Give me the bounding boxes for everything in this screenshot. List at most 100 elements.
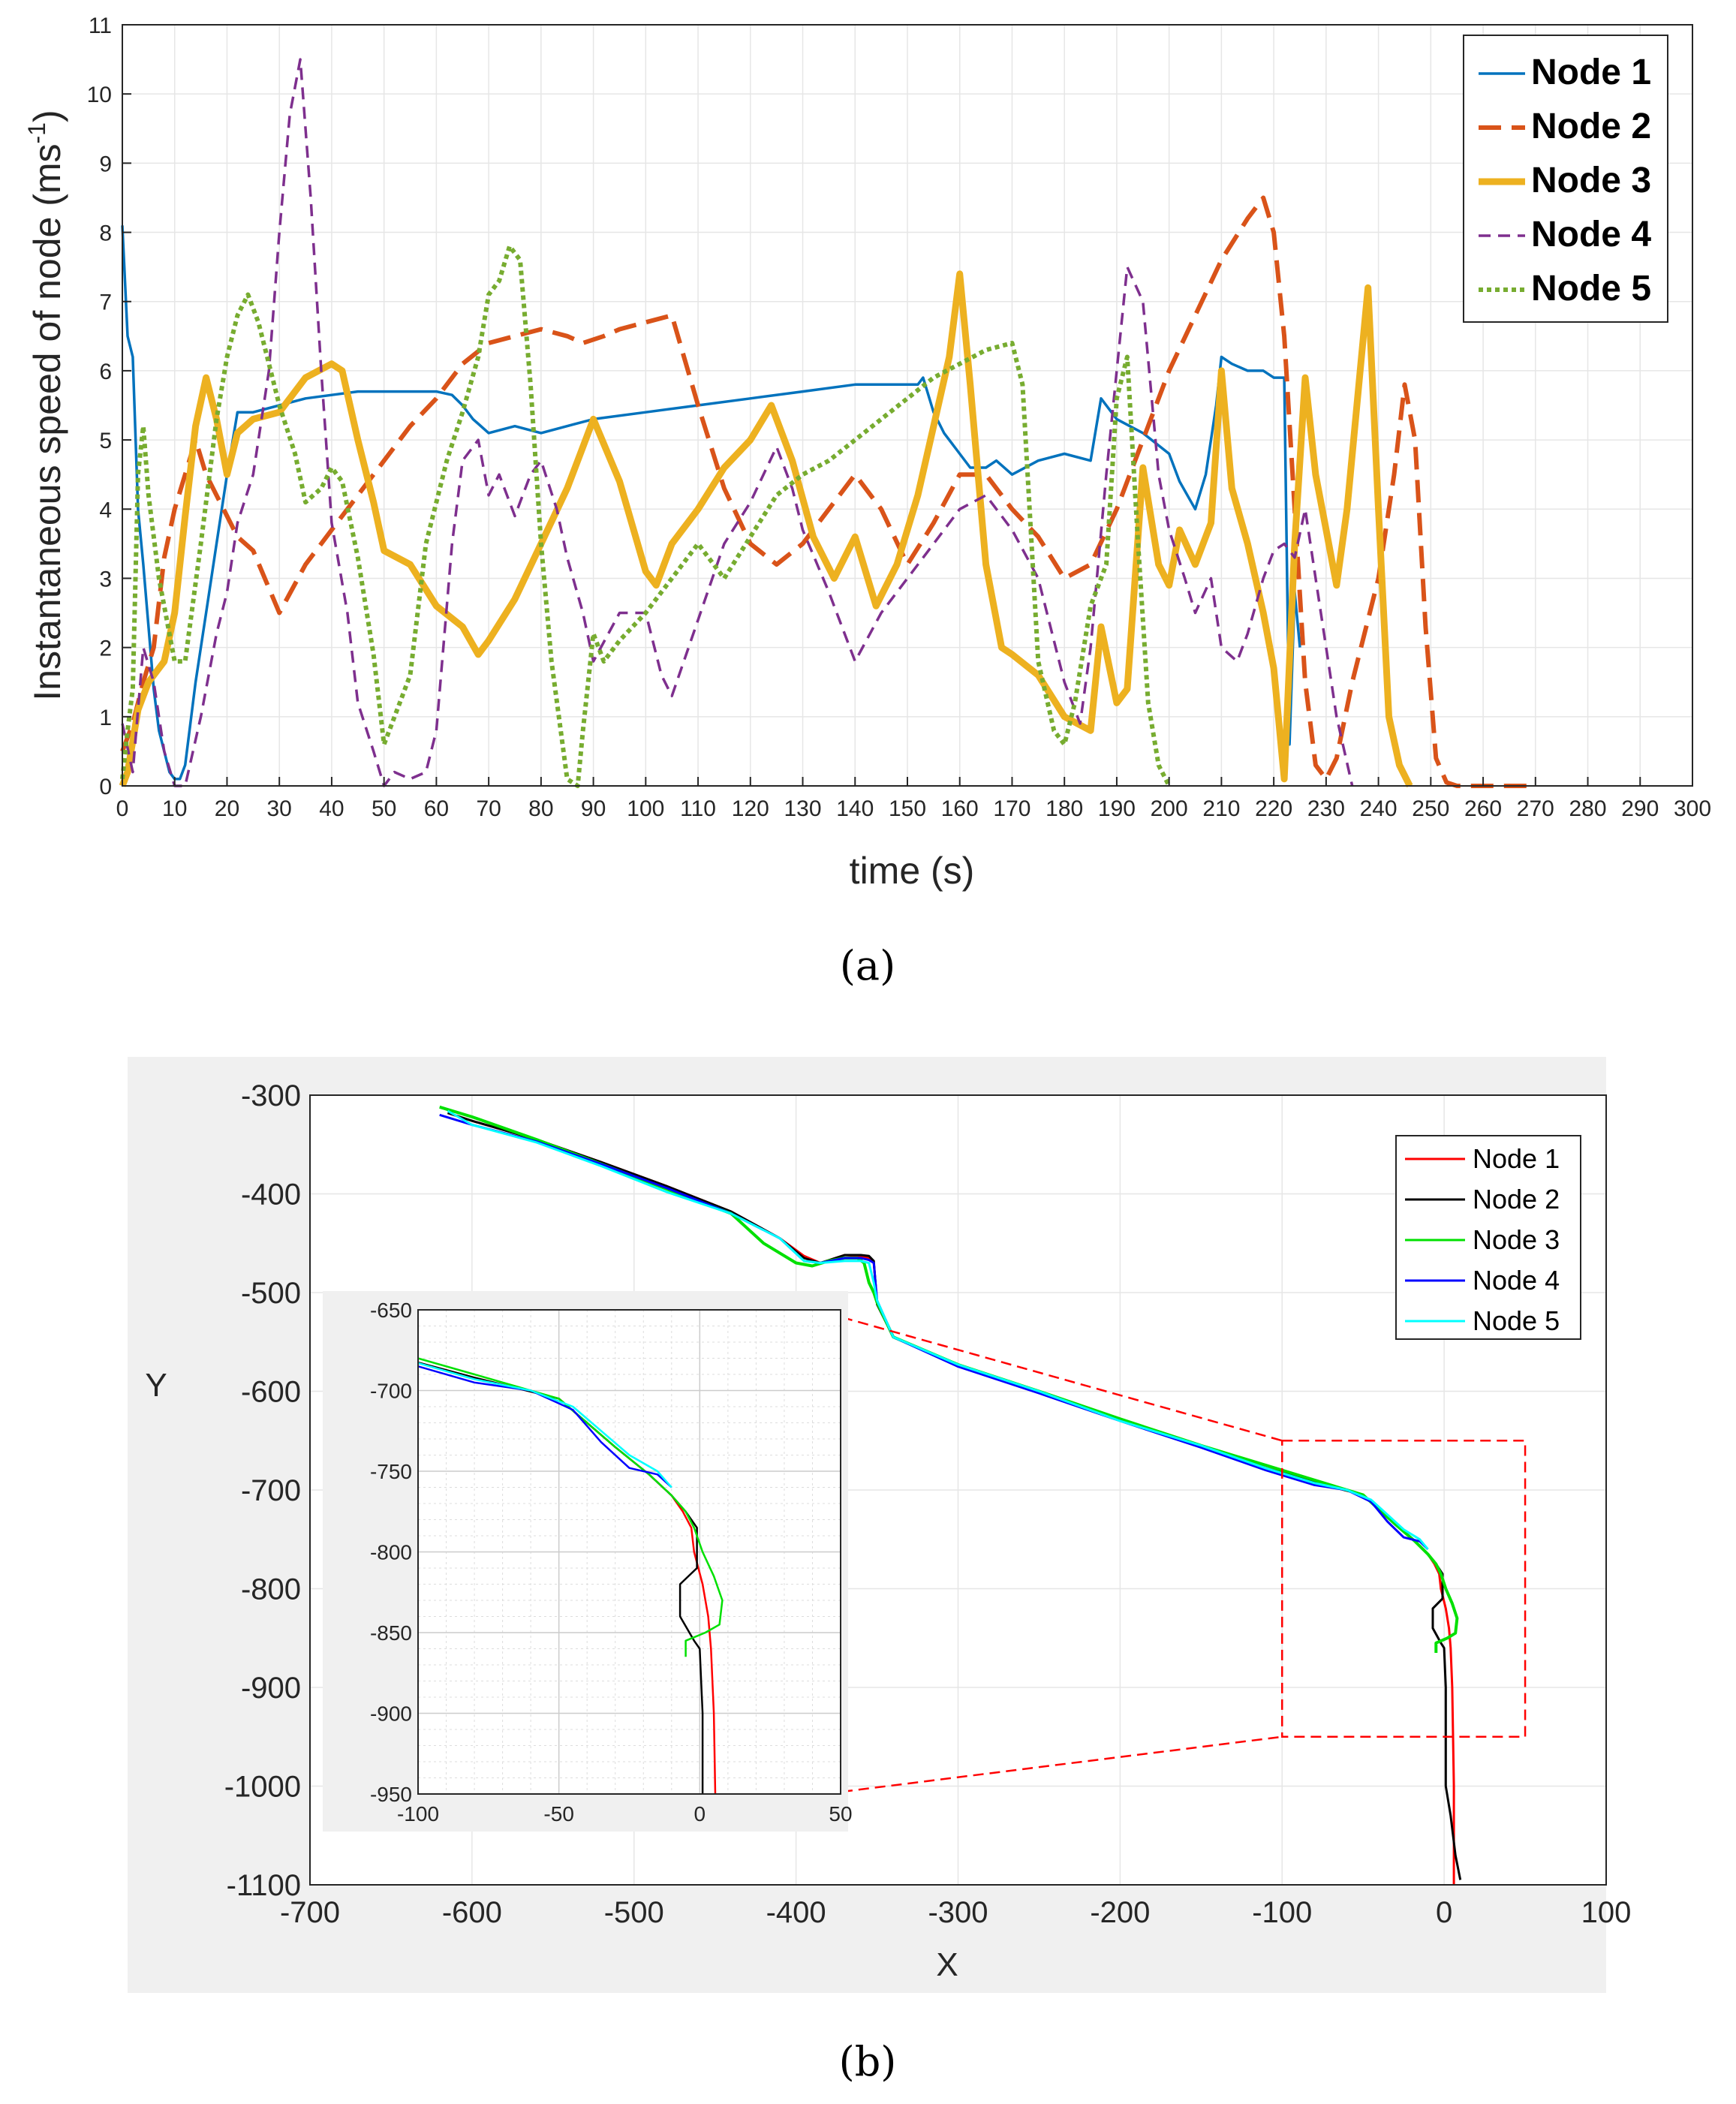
y-tick-label: 2 [99,637,112,661]
y-tick-label: -1100 [227,1869,301,1902]
panel-a-ylabel-superscript: -1 [23,122,50,143]
x-tick-label: -200 [1090,1896,1150,1929]
x-tick-label: 150 [889,796,926,821]
panel-b-series [439,1105,1462,1885]
x-tick-label: 60 [424,796,449,821]
inset-y-tick-label: -700 [370,1380,412,1403]
y-tick-label: -800 [241,1573,301,1606]
y-tick-label: -600 [241,1376,301,1409]
x-tick-label: -400 [766,1896,826,1929]
panel-a-speed-chart: 0 10 20 30 40 50 60 70 80 90 100 110 120 130 140 150 160… [0,0,1736,1021]
y-tick-label: -400 [241,1178,301,1212]
series-line-node-5 [120,244,1172,788]
x-tick-label: -100 [1252,1896,1312,1929]
y-tick-label: 10 [87,83,112,107]
panel-a-grid [122,24,1693,787]
x-tick-label: 10 [162,796,187,821]
x-tick-label: 90 [581,796,606,821]
x-tick-label: 40 [319,796,344,821]
inset-y-tick-label: -750 [370,1460,412,1483]
panel-b-trajectory-chart: -700 -600 -500 -400 -300 -200 -100 0 100-300-400… [128,1057,1632,2085]
inset-trajectory-node-5 [418,1362,672,1488]
x-tick-label: -700 [280,1896,340,1929]
inset-trajectory-node-1 [418,1361,717,1794]
panel-a-ylabel-main: Instantaneous speed of node (ms [26,143,68,700]
x-tick-label: 290 [1621,796,1659,821]
x-tick-label: 0 [1436,1896,1452,1929]
inset-trajectory-node-4 [418,1365,672,1488]
x-tick-label: 70 [476,796,501,821]
inset-y-tick-label: -900 [370,1702,412,1726]
inset-trajectory-node-2 [418,1361,704,1794]
y-tick-label: 8 [99,221,112,246]
y-tick-label: 4 [99,498,112,522]
x-tick-label: 0 [116,796,129,821]
legend-label-node-2: Node 2 [1531,107,1651,146]
caption-a: (a) [840,942,895,989]
y-tick-label: 1 [99,706,112,730]
x-tick-label: 20 [215,796,239,821]
series-line-node-1 [121,225,1301,781]
inset-x-tick-label: -50 [543,1802,573,1826]
y-tick-label: 7 [99,290,112,315]
inset-x-tick-label: 0 [694,1802,706,1826]
zoom-connector-bottom [841,1735,1283,1793]
zoom-rectangle [1281,1440,1527,1738]
x-tick-label: -600 [442,1896,502,1929]
y-tick-label: 11 [89,14,112,38]
x-tick-label: 220 [1255,796,1292,821]
x-tick-label: 110 [680,796,716,821]
x-tick-label: 200 [1151,796,1188,821]
legend-label-node-4: Node 4 [1531,215,1651,254]
panel-a-xlabel: time (s) [850,850,975,892]
inset-plot: -100 -50 0 50 -650 -700 -750 -800 -850 -900 -950 [323,1291,853,1832]
y-tick-label: 5 [99,429,112,453]
caption-b: (b) [839,2038,897,2085]
series-line-node-4 [121,58,1354,787]
legend-label-node-2: Node 2 [1473,1184,1560,1215]
legend-label-node-3: Node 3 [1473,1224,1560,1255]
legend-label-node-1: Node 1 [1531,53,1651,92]
panel-b-tick-labels: -700 -600 -500 -400 -300 -200 -100 0 100-300-400… [224,1079,1632,1929]
y-tick-label: -700 [241,1474,301,1507]
zoom-connector-top [841,1316,1283,1442]
x-tick-label: 280 [1569,796,1607,821]
panel-b-xlabel: X [936,1946,958,1983]
panel-a-series [119,58,1536,788]
panel-a-ylabel-close: ) [26,110,68,122]
inset-axes-box [417,1309,841,1795]
x-tick-label: 190 [1098,796,1136,821]
panel-a-tick-labels: 0 10 20 30 40 50 60 70 80 90 100 110 120 130 140 150 160… [87,14,1711,821]
panel-b-legend: Node 1 Node 2 Node 3 Node 4 Node 5 [1395,1135,1581,1340]
trajectory-node-5 [447,1109,1429,1550]
series-line-node-2 [120,195,1536,788]
x-tick-label: 80 [528,796,553,821]
inset-y-tick-label: -800 [370,1541,412,1564]
panel-b-axes-box [309,1094,1607,1886]
panel-b-ylabel: Y [145,1367,167,1404]
x-tick-label: 170 [993,796,1030,821]
inset-x-tick-label: -100 [397,1802,439,1826]
x-tick-label: 250 [1412,796,1449,821]
x-tick-label: 270 [1517,796,1554,821]
inset-trajectory-node-3 [418,1357,724,1657]
y-tick-label: -900 [241,1672,301,1705]
x-tick-label: 210 [1202,796,1240,821]
x-tick-label: 100 [1581,1896,1632,1929]
legend-box [1395,1135,1581,1340]
inset-series [418,1357,724,1794]
legend-label-node-4: Node 4 [1473,1265,1560,1296]
y-tick-label: 0 [99,775,112,799]
x-tick-label: -500 [604,1896,664,1929]
x-tick-label: 260 [1464,796,1502,821]
legend-label-node-5: Node 5 [1473,1305,1560,1336]
x-tick-label: 240 [1360,796,1398,821]
x-tick-label: 140 [836,796,874,821]
x-tick-label: -300 [928,1896,988,1929]
inset-tick-labels: -100 -50 0 50 -650 -700 -750 -800 -850 -900 -950 [370,1299,853,1826]
inset-y-tick-label: -650 [370,1299,412,1322]
x-tick-label: 30 [267,796,292,821]
inset-y-tick-label: -950 [370,1783,412,1806]
panel-a-legend: Node 1 Node 2 Node 3 Node 4 Node 5 [1463,35,1668,323]
